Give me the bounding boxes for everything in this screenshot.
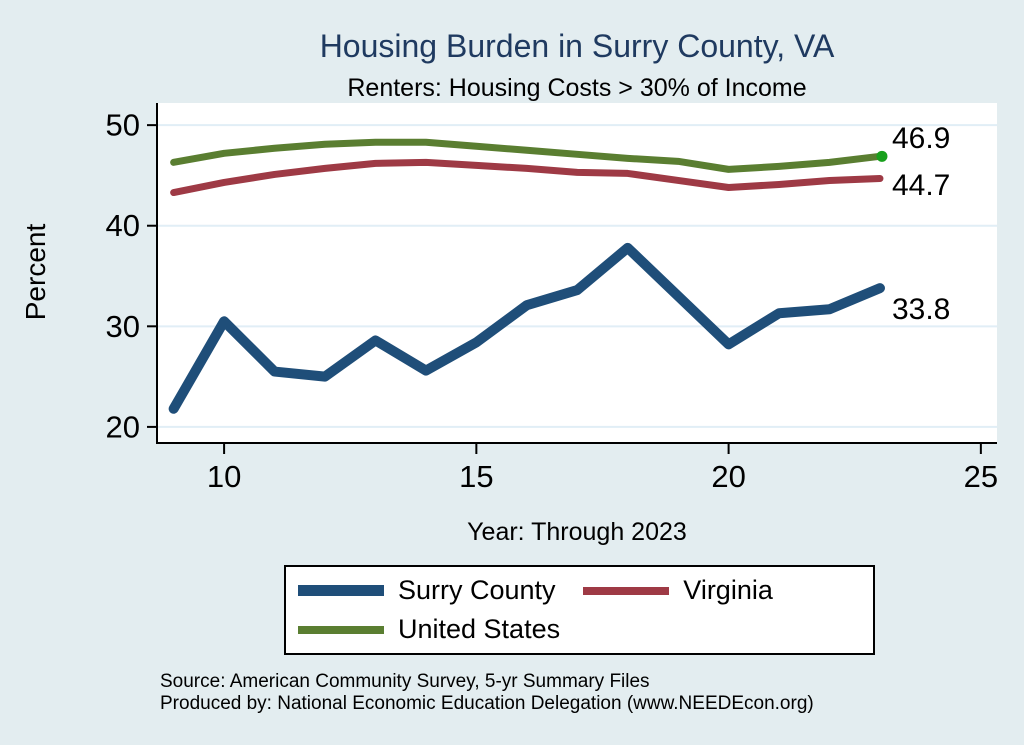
svg-text:20: 20: [106, 409, 140, 444]
svg-text:40: 40: [106, 208, 140, 243]
legend-item-surry-county: Surry County: [298, 575, 583, 606]
virginia-line-swatch: [583, 586, 670, 595]
svg-text:25: 25: [964, 459, 998, 494]
legend-label-virginia: Virginia: [683, 575, 773, 605]
end-label-virginia: 44.7: [891, 169, 951, 203]
united-states-line-swatch: [298, 625, 384, 634]
legend-label-surry-county: Surry County: [398, 575, 556, 605]
source-line-2: Produced by: National Economic Education…: [160, 693, 814, 714]
source-line-1: Source: American Community Survey, 5-yr …: [160, 671, 650, 692]
source-note: Source: American Community Survey, 5-yr …: [160, 671, 814, 715]
end-label-surry: 33.8: [891, 293, 951, 327]
svg-text:20: 20: [711, 459, 745, 494]
legend-item-united-states: United States: [298, 614, 583, 645]
end-label-us: 46.9: [891, 122, 951, 156]
svg-text:50: 50: [106, 108, 140, 143]
surry-county-line-swatch: [298, 585, 384, 596]
legend-item-virginia: Virginia: [583, 575, 863, 606]
legend-label-united-states: United States: [398, 614, 561, 644]
chart-subtitle: Renters: Housing Costs > 30% of Income: [347, 74, 807, 102]
y-axis-title: Percent: [20, 223, 51, 321]
svg-text:15: 15: [459, 459, 493, 494]
chart-title: Housing Burden in Surry County, VA: [319, 28, 835, 64]
legend: Surry County Virginia United States: [284, 565, 875, 655]
svg-text:10: 10: [207, 459, 241, 494]
svg-text:30: 30: [106, 309, 140, 344]
x-axis-title: Year: Through 2023: [467, 518, 687, 546]
